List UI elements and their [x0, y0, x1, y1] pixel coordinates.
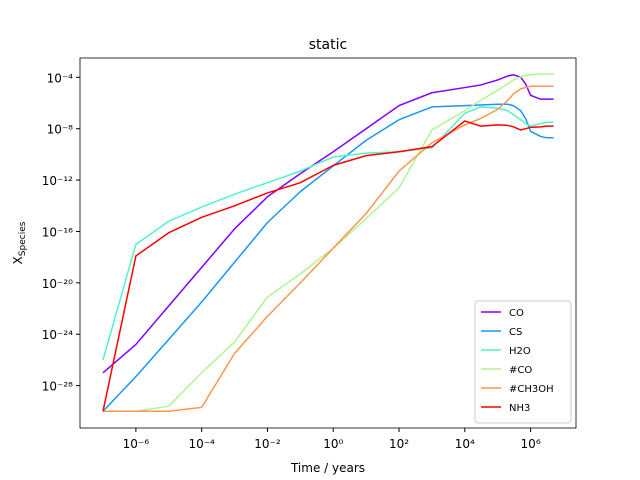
x-tick-label: 10⁴ [455, 437, 475, 451]
y-tick-label: 10⁻²⁸ [42, 380, 73, 394]
plot-frame [79, 57, 577, 429]
series-line [102, 73, 554, 413]
x-tick-label: 10⁻⁴ [188, 437, 215, 451]
series-line [102, 120, 554, 412]
series-line [102, 73, 554, 374]
chart-title: static [309, 37, 347, 53]
legend-label: CO [509, 308, 524, 319]
y-axis-label-sub: Species [18, 221, 28, 256]
y-tick-label: 10⁻¹² [42, 174, 73, 188]
y-tick-label: 10⁻⁴ [47, 71, 74, 85]
x-axis-label: Time / years [290, 461, 365, 475]
legend: CO CS H2O #CO #CH3OH NH3 [474, 300, 572, 424]
legend-label: #CH3OH [509, 384, 554, 395]
x-tick-label: 10⁻⁶ [123, 437, 150, 451]
x-tick-label: 10⁻² [254, 437, 281, 451]
y-axis-label-main: X [11, 256, 25, 264]
legend-label: #CO [509, 365, 532, 376]
x-tick-label: 10² [389, 437, 409, 451]
y-tick-label: 10⁻²⁴ [42, 328, 73, 342]
y-tick-label: 10⁻¹⁶ [42, 225, 73, 239]
y-axis-label: XSpecies [11, 221, 28, 264]
y-tick-label: 10⁻⁸ [47, 123, 74, 137]
series-line [102, 106, 554, 361]
legend-label: CS [509, 327, 522, 338]
legend-label: H2O [509, 346, 531, 357]
y-tick-label: 10⁻²⁰ [42, 277, 73, 291]
legend-label: NH3 [509, 403, 530, 414]
x-tick-label: 10⁶ [521, 437, 541, 451]
x-tick-label: 10⁰ [323, 437, 343, 451]
